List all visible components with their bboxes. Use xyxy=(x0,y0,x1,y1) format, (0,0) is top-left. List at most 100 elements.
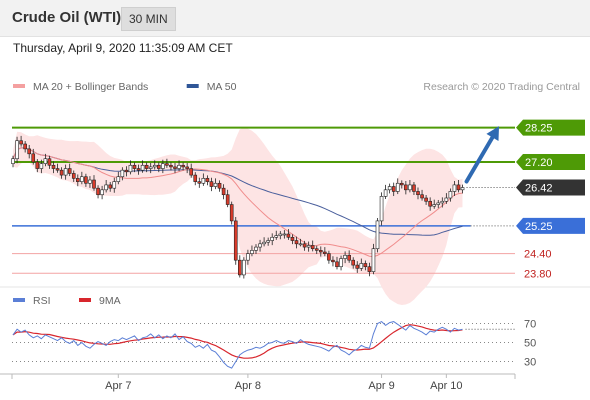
candle-body xyxy=(67,168,72,174)
candle-body xyxy=(428,200,432,207)
timestamp: Thursday, April 9, 2020 11:35:09 AM CET xyxy=(13,41,233,55)
candle-body xyxy=(424,197,428,202)
chart-header: Crude Oil (WTI) 30 MIN xyxy=(0,0,590,37)
candle-body xyxy=(120,169,125,178)
candle-body xyxy=(318,250,323,253)
candle-body xyxy=(363,263,368,268)
x-label-Apr-7: Apr 7 xyxy=(105,380,131,392)
candle-body xyxy=(39,163,44,169)
rsi-level-label-70: 70 xyxy=(524,319,536,331)
candle-body xyxy=(19,140,23,145)
candle-body xyxy=(331,259,335,263)
candle-body xyxy=(63,168,68,176)
legend-swatch-0 xyxy=(13,84,25,88)
candle-body xyxy=(189,168,193,176)
price-label-26.42: 26.42 xyxy=(525,183,553,195)
candle-body xyxy=(233,220,238,261)
candle-body xyxy=(327,253,331,261)
candle-body xyxy=(355,264,360,269)
rsi-line xyxy=(12,321,463,369)
candle-body xyxy=(55,168,60,171)
copyright-text: Research © 2020 Trading Central xyxy=(423,81,580,93)
candle-body xyxy=(80,176,84,182)
candle-body xyxy=(258,243,262,248)
candle-body xyxy=(274,235,279,238)
candle-body xyxy=(452,184,457,192)
candle-body xyxy=(262,241,266,245)
rsi-level-label-30: 30 xyxy=(524,357,536,369)
candle-body xyxy=(23,143,27,150)
x-label-Apr-10: Apr 10 xyxy=(430,380,462,392)
candle-body xyxy=(225,194,230,205)
candle-body xyxy=(84,176,88,184)
candle-body xyxy=(27,148,32,155)
candle-body xyxy=(229,204,234,222)
candle-body xyxy=(136,168,141,171)
rsi-level-label-50: 50 xyxy=(524,338,536,350)
candle-body xyxy=(343,254,347,259)
legend-swatch-1 xyxy=(186,84,199,88)
candle-body xyxy=(205,178,210,182)
instrument-title: Crude Oil (WTI) xyxy=(12,9,122,26)
candle-body xyxy=(242,259,246,276)
candle-body xyxy=(294,240,299,245)
candle-body xyxy=(339,258,343,268)
candle-body xyxy=(302,243,307,248)
candle-body xyxy=(144,164,149,169)
rsi-legend-label-1: 9MA xyxy=(99,295,121,307)
candle-body xyxy=(92,179,96,189)
price-tag-25.25 xyxy=(516,217,585,234)
candle-body xyxy=(351,259,356,266)
candle-body xyxy=(71,173,76,179)
candle-body xyxy=(254,246,258,251)
candle-body xyxy=(416,191,420,196)
candle-body xyxy=(165,163,169,166)
candle-body xyxy=(347,254,351,261)
candle-body xyxy=(460,187,465,191)
candle-body xyxy=(408,184,412,191)
candle-body xyxy=(173,166,177,169)
bollinger-band-fill xyxy=(13,127,463,305)
candle-body xyxy=(31,153,36,163)
candle-body xyxy=(88,179,92,184)
candle-body xyxy=(367,266,372,272)
candle-body xyxy=(128,164,133,173)
candle-body xyxy=(193,174,198,182)
price-label-24.40: 24.40 xyxy=(524,249,552,261)
price-tag-27.20 xyxy=(516,154,585,170)
forecast-arrow-shaft xyxy=(464,135,495,184)
candle-body xyxy=(310,245,315,250)
candle-body xyxy=(124,169,129,173)
ma20-line xyxy=(12,147,463,258)
rsi-legend-swatch-1 xyxy=(79,298,91,302)
candle-body xyxy=(108,184,112,189)
candle-body xyxy=(157,164,161,169)
candle-body xyxy=(399,182,404,186)
candle-body xyxy=(306,245,311,248)
candle-body xyxy=(15,140,19,160)
candle-body xyxy=(104,184,108,191)
interval-selector[interactable]: 30 MIN xyxy=(121,7,176,31)
candle-body xyxy=(76,178,80,182)
legend-label-0: MA 20 + Bollinger Bands xyxy=(33,81,148,93)
x-label-Apr-8: Apr 8 xyxy=(235,380,261,392)
candle-body xyxy=(412,184,416,192)
rsi-9ma-line xyxy=(12,324,463,359)
candle-body xyxy=(181,164,185,168)
candle-body xyxy=(238,259,242,276)
candle-body xyxy=(444,197,449,202)
candle-body xyxy=(177,164,181,169)
candle-body xyxy=(404,184,408,191)
forecast-arrow-head xyxy=(486,126,500,141)
price-tag-28.25 xyxy=(516,119,585,136)
x-label-Apr-9: Apr 9 xyxy=(368,380,394,392)
candle-body xyxy=(371,248,376,272)
candle-body xyxy=(59,169,64,176)
candle-body xyxy=(432,204,437,207)
candle-body xyxy=(47,158,52,166)
candle-body xyxy=(217,182,222,189)
rsi-legend-swatch-0 xyxy=(13,298,25,302)
candle-body xyxy=(420,194,424,199)
candle-body xyxy=(383,189,388,197)
